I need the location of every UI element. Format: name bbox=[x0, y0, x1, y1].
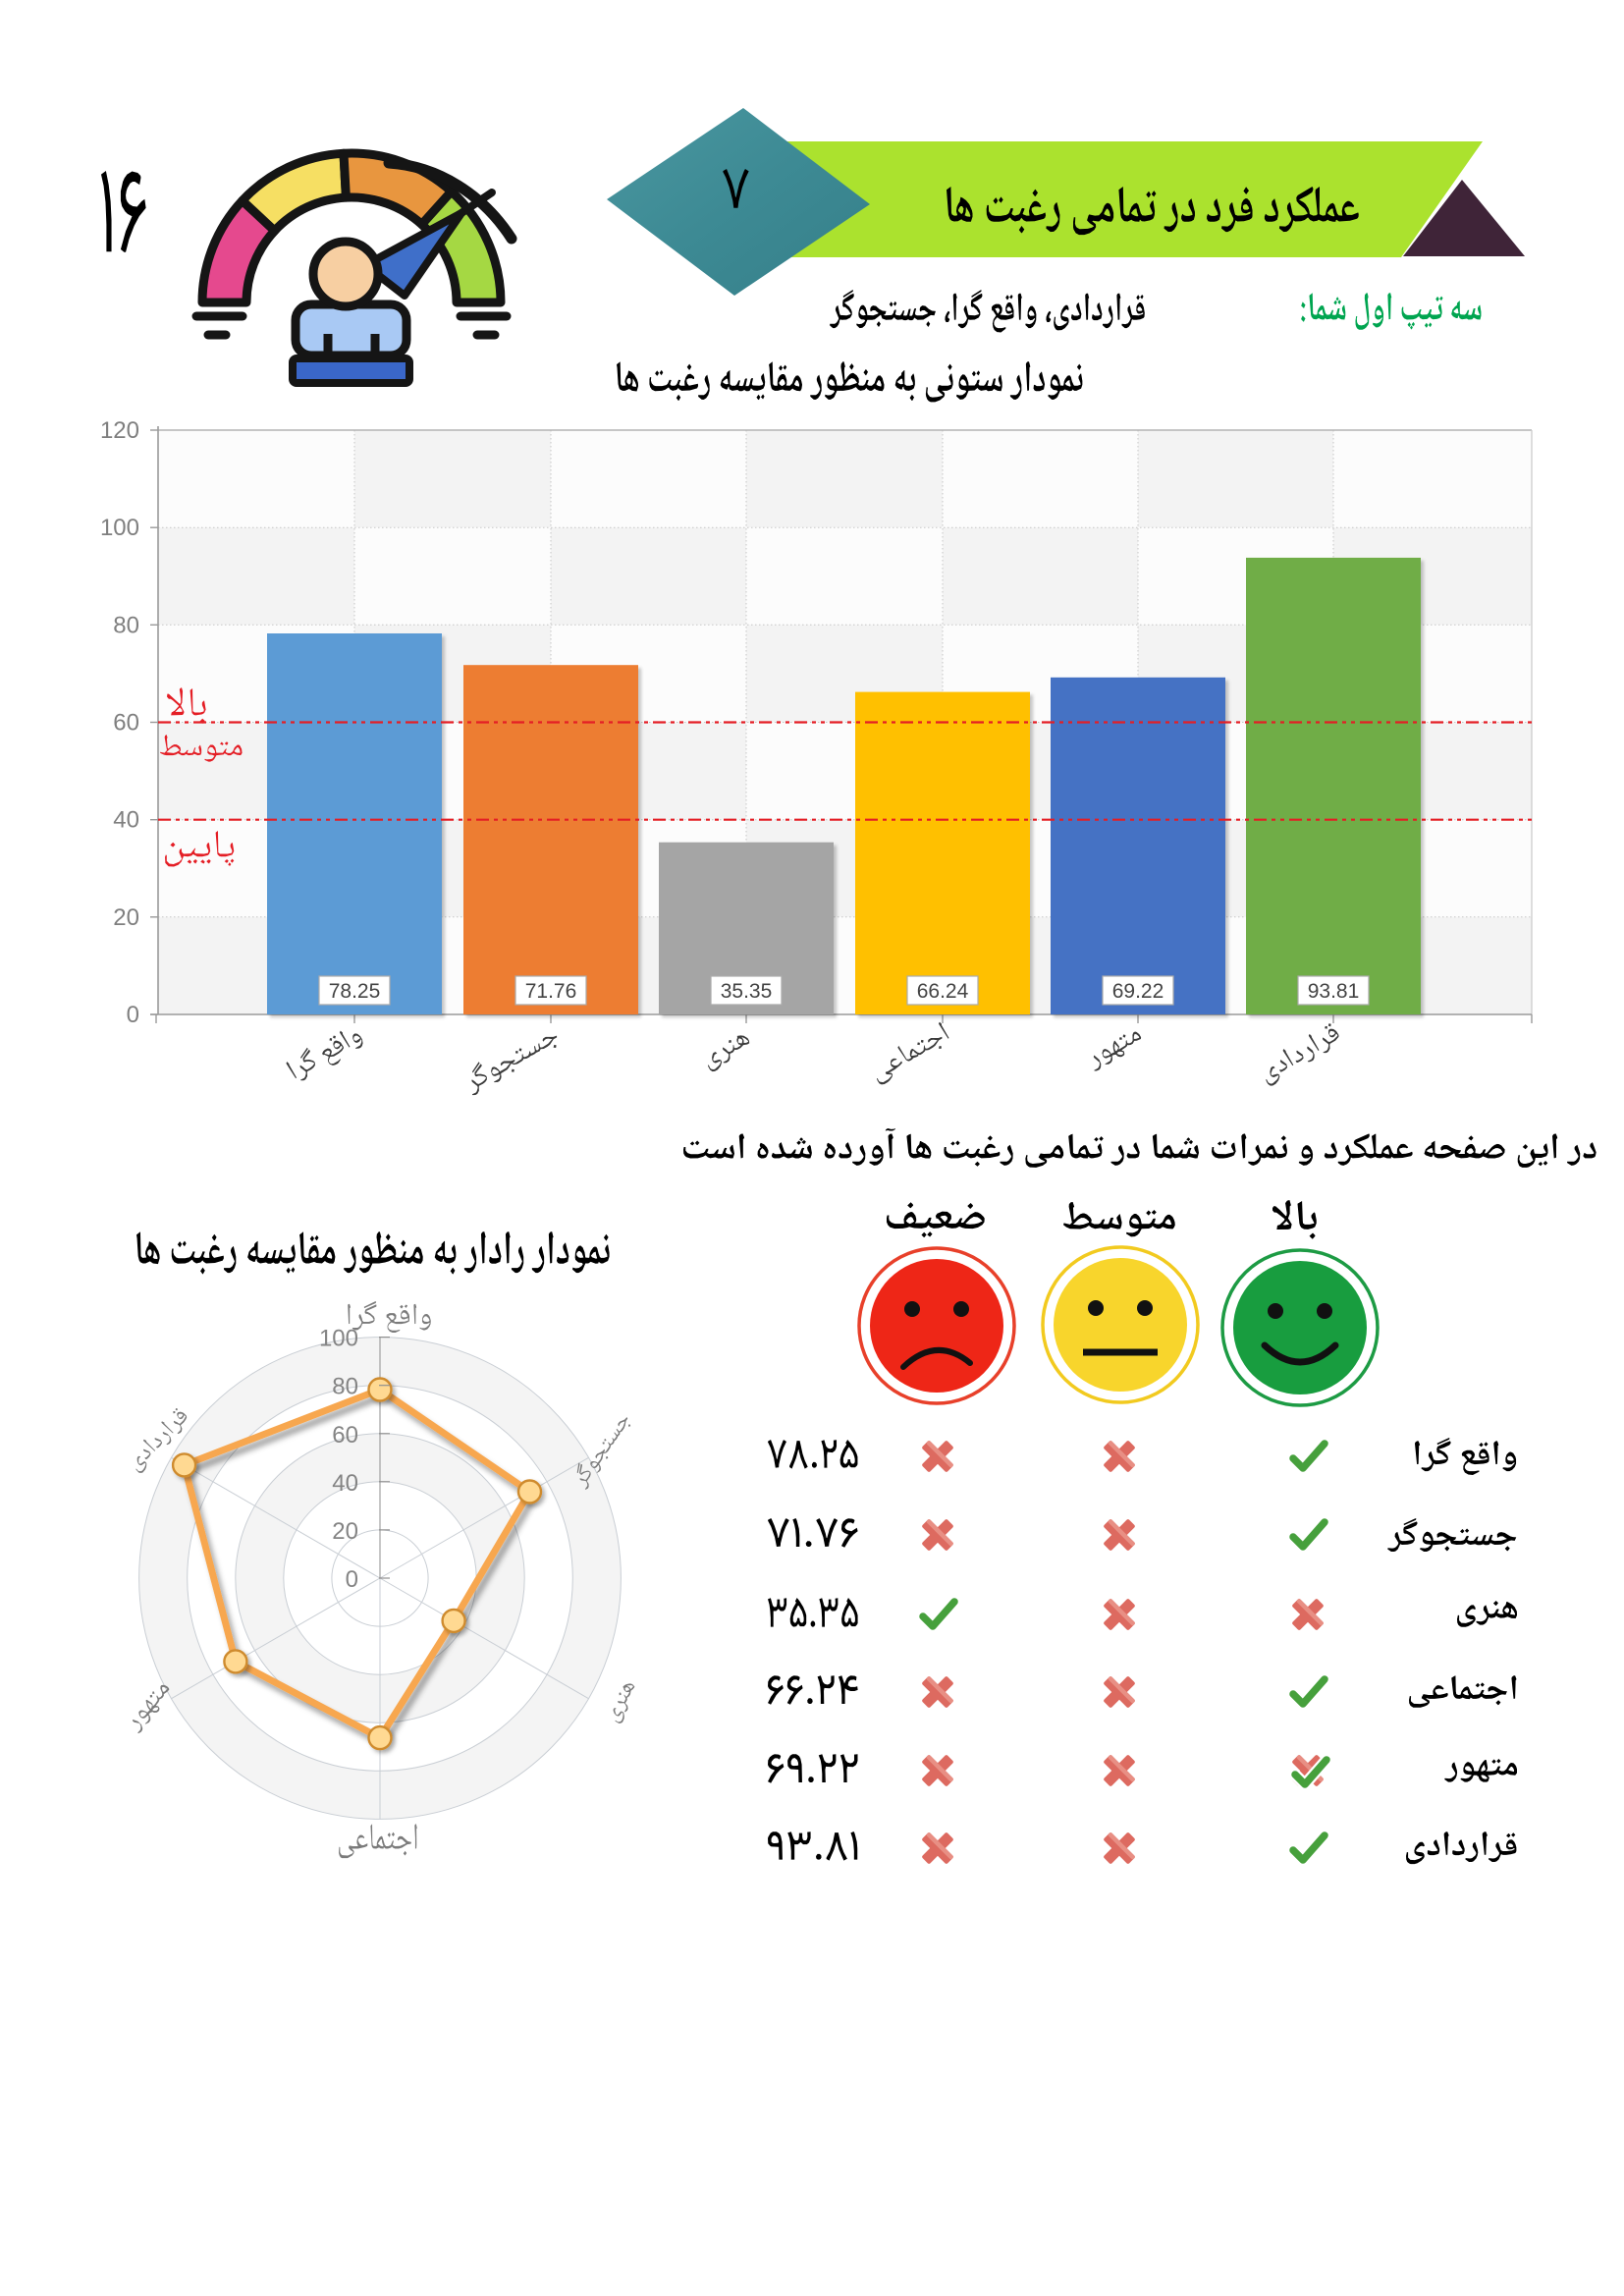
svg-text:100: 100 bbox=[100, 515, 139, 541]
svg-text:80: 80 bbox=[113, 612, 139, 638]
svg-text:40: 40 bbox=[332, 1470, 358, 1497]
svg-text:0: 0 bbox=[346, 1566, 358, 1593]
svg-text:100: 100 bbox=[319, 1326, 358, 1352]
svg-text:71.76: 71.76 bbox=[525, 980, 577, 1003]
svg-text:93.81: 93.81 bbox=[1308, 980, 1360, 1003]
svg-text:20: 20 bbox=[332, 1518, 358, 1545]
svg-text:0: 0 bbox=[127, 1002, 139, 1028]
svg-text:66.24: 66.24 bbox=[917, 980, 969, 1003]
svg-text:35.35: 35.35 bbox=[721, 980, 773, 1003]
svg-text:78.25: 78.25 bbox=[329, 980, 381, 1003]
svg-text:69.22: 69.22 bbox=[1112, 980, 1164, 1003]
svg-text:40: 40 bbox=[113, 807, 139, 834]
svg-text:120: 120 bbox=[100, 417, 139, 444]
svg-text:80: 80 bbox=[332, 1374, 358, 1400]
svg-text:60: 60 bbox=[113, 710, 139, 737]
svg-text:60: 60 bbox=[332, 1422, 358, 1449]
svg-text:20: 20 bbox=[113, 904, 139, 931]
